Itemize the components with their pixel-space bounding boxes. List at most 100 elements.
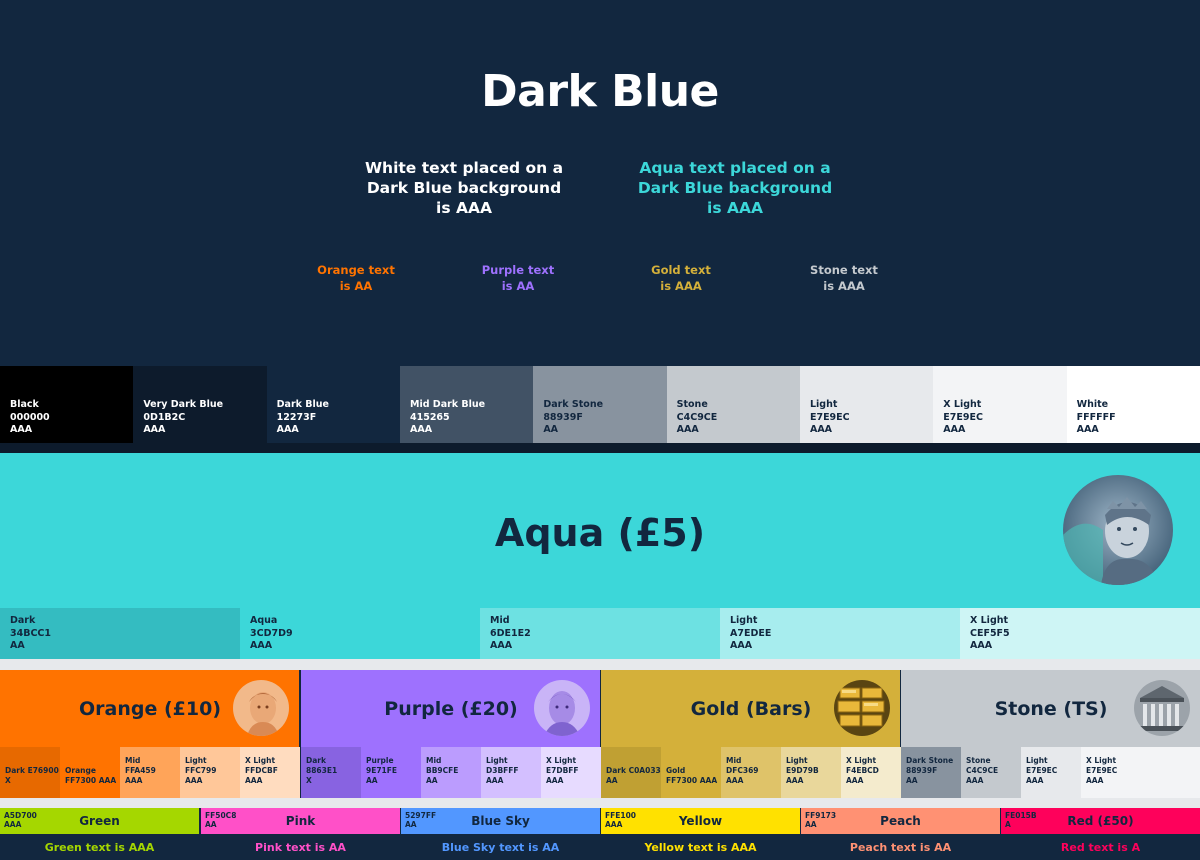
page-title: Dark Blue <box>481 66 719 117</box>
swatch-aqua: Aqua 3CD7D9 AAA <box>240 608 480 659</box>
swatch-line: Light <box>486 756 508 765</box>
swatch-stone: Stone C4C9CE AAA <box>666 366 800 443</box>
swatch-rating: AAA <box>943 424 966 435</box>
hex-code: A5D700 <box>4 811 37 820</box>
swatch-name: X Light <box>970 615 1009 626</box>
swatch-line: E7DBFF <box>546 766 579 775</box>
swatch-white: White FFFFFF AAA <box>1066 366 1200 443</box>
swatch-line: AA <box>426 776 438 785</box>
swatch-aqua-mid: Mid 6DE1E2 AAA <box>480 608 720 659</box>
stone-text-claim: Stone text is AAA <box>774 262 914 294</box>
strip-name: Pink <box>285 814 316 828</box>
swatch-dark-stone: Dark Stone 88939F AA <box>533 366 667 443</box>
swatch-line: AAA <box>125 776 143 785</box>
strip-code: FE015B A <box>1005 811 1037 829</box>
strip-yellow: FFE100 AAA Yellow Yellow text is AAA <box>601 808 800 860</box>
strip-blue-sky: 5297FF AA Blue Sky Blue Sky text is AA <box>401 808 600 860</box>
aqua-section: Aqua (£5) <box>0 453 1200 608</box>
swatch-line: Dark Stone <box>906 756 954 765</box>
swatch-very-dark-blue: Very Dark Blue 0D1B2C AAA <box>133 366 267 443</box>
swatch-name: White <box>1076 399 1109 410</box>
rating: A <box>1005 820 1011 829</box>
strip-code: A5D700 AAA <box>4 811 37 829</box>
swatch-name: Stone <box>676 399 708 410</box>
strip-swatch: FE015B A Red (£50) <box>1001 808 1200 834</box>
swatch-rating: AAA <box>276 424 299 435</box>
aqua-claim-line: is AAA <box>707 199 763 217</box>
panel-title: Purple (£20) <box>384 698 518 720</box>
swatch-name: Mid Dark Blue <box>409 399 486 410</box>
strip-code: FF50C8 AA <box>205 811 236 829</box>
swatch-line: FFA459 <box>125 766 156 775</box>
swatch-rating: AA <box>10 640 25 651</box>
panel-title: Orange (£10) <box>79 698 221 720</box>
swatch-line: AAA <box>546 776 564 785</box>
swatch-name: Black <box>10 399 39 410</box>
swatch-line: AAA <box>245 776 263 785</box>
strip-swatch: FF9173 AA Peach <box>801 808 1000 834</box>
claim-line: Gold text <box>651 263 711 277</box>
swatch-rating: AAA <box>730 640 753 651</box>
swatch-line: Light <box>786 756 808 765</box>
swatch-rating: AAA <box>10 424 33 435</box>
swatch: Dark C0A033 AA <box>601 747 661 798</box>
claim-line: Orange text <box>317 263 395 277</box>
orange-text-claim: Orange text is AA <box>286 262 426 294</box>
swatch-line: AAA <box>726 776 744 785</box>
swatch-line: X Light <box>846 756 877 765</box>
panel-swatch-row: Dark E76900 X Orange FF7300 AAA Mid FFA459 A… <box>0 747 300 798</box>
queen-portrait-icon <box>1063 475 1173 585</box>
panel-purple: Purple (£20) Dark 8863E1 X Purple 9E71FE AA … <box>301 670 601 798</box>
bank-building-icon <box>1134 680 1190 736</box>
strip-claim: Pink text is AA <box>255 841 346 854</box>
swatch: Dark E76900 X <box>0 747 60 798</box>
swatch-line: AA <box>366 776 378 785</box>
swatch-line: 9E71FE <box>366 766 398 775</box>
swatch-line: AA <box>606 776 618 785</box>
swatch-name: Dark Blue <box>276 399 329 410</box>
swatch-hex: 0D1B2C <box>143 411 186 423</box>
swatch-rating: AAA <box>143 424 166 435</box>
swatch-name: Dark Stone <box>543 399 604 410</box>
divider <box>0 443 1200 453</box>
swatch-line: Mid <box>726 756 742 765</box>
strip-code: 5297FF AA <box>405 811 436 829</box>
swatch-line: X <box>306 776 312 785</box>
strip-swatch: 5297FF AA Blue Sky <box>401 808 600 834</box>
panel-swatch-row: Dark Stone 88939F AA Stone C4C9CE AAA Light E… <box>901 747 1200 798</box>
hex-code: FF50C8 <box>205 811 237 820</box>
swatch-line: E7E9EC <box>1086 766 1118 775</box>
strip-code: FFE100 AAA <box>605 811 636 829</box>
swatch-line: AAA <box>486 776 504 785</box>
turner-portrait-icon <box>534 680 590 736</box>
swatch-rating: AAA <box>1076 424 1099 435</box>
rating: AA <box>205 820 217 829</box>
swatch-line: Gold <box>666 766 686 775</box>
swatch-line: AAA <box>185 776 203 785</box>
aqua-swatch-row: Dark 34BCC1 AA Aqua 3CD7D9 AAA Mid 6DE1E2 AAA … <box>0 608 1200 659</box>
swatch-hex: 415265 <box>409 411 450 423</box>
swatch: Mid BB9CFE AA <box>421 747 481 798</box>
swatch-line: Purple <box>366 756 394 765</box>
swatch-line: X Light <box>546 756 577 765</box>
swatch-name: Aqua <box>250 615 278 626</box>
strip-swatch: A5D700 AAA Green <box>0 808 199 834</box>
gold-bars-icon <box>834 680 890 736</box>
rating: AA <box>805 820 817 829</box>
strip-red: FE015B A Red (£50) Red text is A <box>1001 808 1200 860</box>
swatch-hex: E7E9EC <box>809 411 850 423</box>
swatch-aqua-dark: Dark 34BCC1 AA <box>0 608 240 659</box>
white-claim-line: is AAA <box>436 199 492 217</box>
swatch-line: AAA <box>966 776 984 785</box>
strip-name: Yellow <box>678 814 723 828</box>
claim-rating: is AA <box>339 279 373 293</box>
strip-claim: Yellow text is AAA <box>644 841 757 854</box>
strip-claim: Peach text is AA <box>849 841 952 854</box>
strip-name: Green <box>79 814 120 828</box>
rating: AA <box>405 820 417 829</box>
swatch-name: Light <box>730 615 758 626</box>
aqua-text-claim: Aqua text placed on a Dark Blue backgrou… <box>625 158 845 218</box>
claim-rating: is AA <box>501 279 535 293</box>
jane-austen-portrait-icon <box>233 680 289 736</box>
hex-code: FE015B <box>1005 811 1037 820</box>
